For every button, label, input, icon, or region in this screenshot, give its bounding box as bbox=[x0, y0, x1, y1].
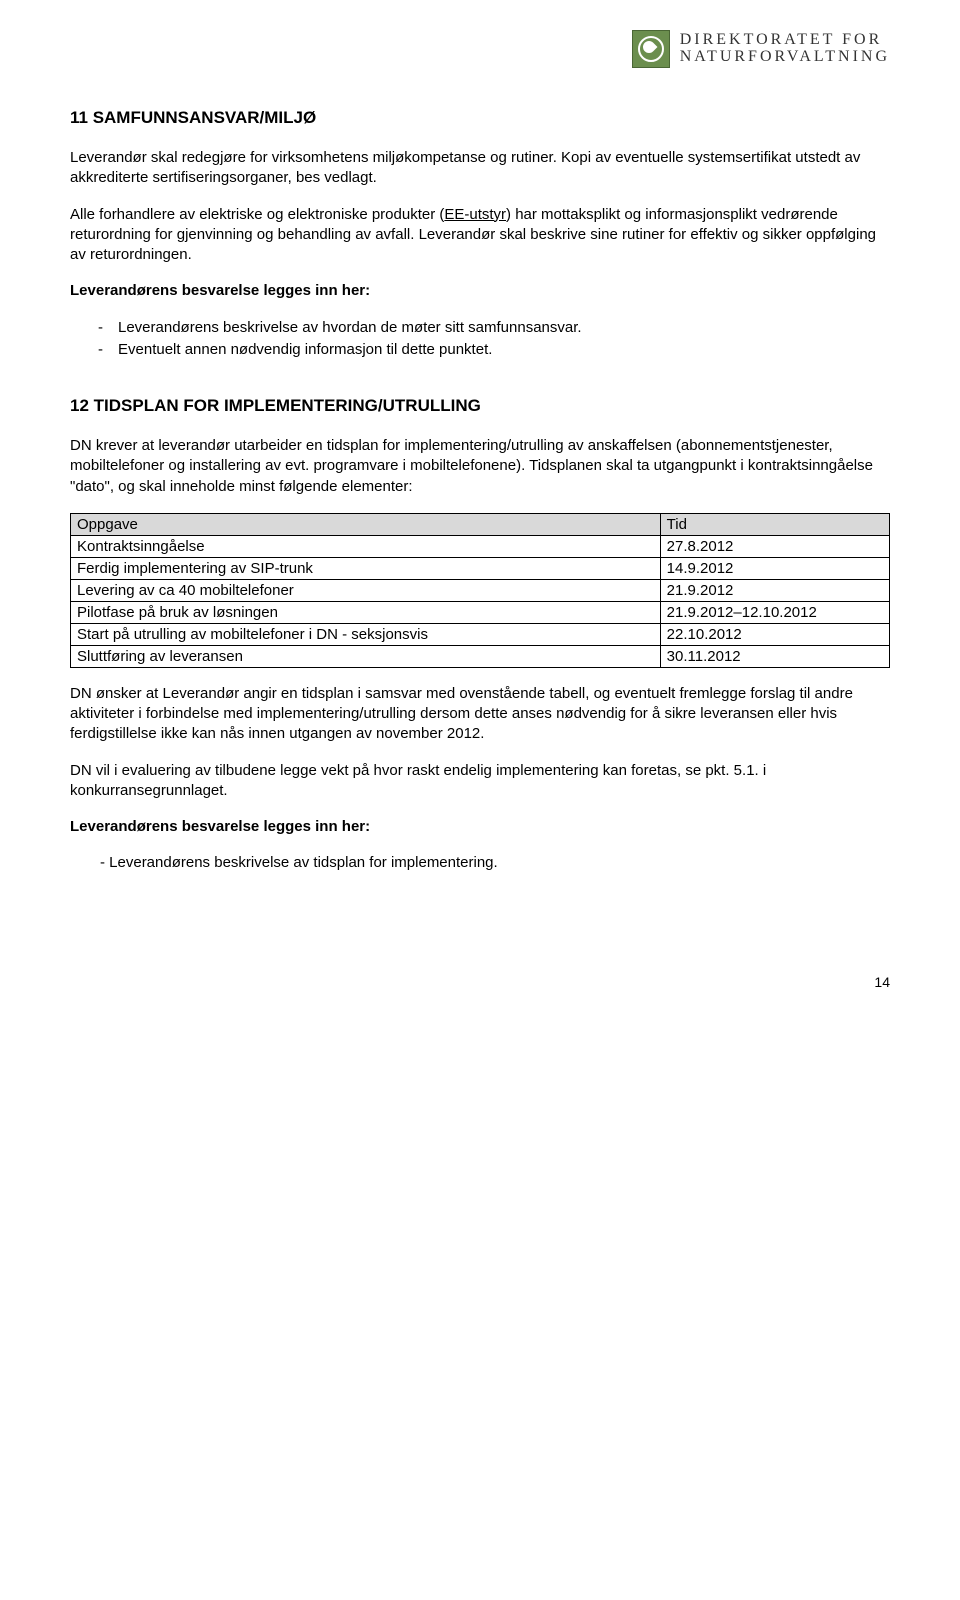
table-cell: Levering av ca 40 mobiltelefoner bbox=[71, 579, 661, 601]
table-row: Pilotfase på bruk av løsningen 21.9.2012… bbox=[71, 601, 890, 623]
table-row: Ferdig implementering av SIP-trunk 14.9.… bbox=[71, 557, 890, 579]
section-11-p1: Leverandør skal redegjøre for virksomhet… bbox=[70, 148, 890, 189]
table-header-row: Oppgave Tid bbox=[71, 513, 890, 535]
table-cell: Pilotfase på bruk av løsningen bbox=[71, 601, 661, 623]
table-header-time: Tid bbox=[660, 513, 889, 535]
document-page: DIREKTORATET FOR NATURFORVALTNING 11 SAM… bbox=[0, 0, 960, 1020]
section-12-response-label: Leverandørens besvarelse legges inn her: bbox=[70, 817, 890, 837]
section-11-response-label: Leverandørens besvarelse legges inn her: bbox=[70, 281, 890, 301]
list-item: Leverandørens beskrivelse av hvordan de … bbox=[70, 318, 890, 338]
ee-utstyr-link[interactable]: EE-utstyr bbox=[444, 206, 506, 223]
logo-text: DIREKTORATET FOR NATURFORVALTNING bbox=[680, 32, 890, 66]
table-cell: Start på utrulling av mobiltelefoner i D… bbox=[71, 623, 661, 645]
table-row: Start på utrulling av mobiltelefoner i D… bbox=[71, 623, 890, 645]
section-12-bullet: - Leverandørens beskrivelse av tidsplan … bbox=[70, 853, 890, 873]
table-row: Sluttføring av leveransen 30.11.2012 bbox=[71, 645, 890, 667]
timeline-table: Oppgave Tid Kontraktsinngåelse 27.8.2012… bbox=[70, 513, 890, 668]
table-header-task: Oppgave bbox=[71, 513, 661, 535]
section-12-heading: 12 TIDSPLAN FOR IMPLEMENTERING/UTRULLING bbox=[70, 396, 890, 416]
section-11-heading: 11 SAMFUNNSANSVAR/MILJØ bbox=[70, 108, 890, 128]
section-11-p2: Alle forhandlere av elektriske og elektr… bbox=[70, 205, 890, 266]
table-row: Levering av ca 40 mobiltelefoner 21.9.20… bbox=[71, 579, 890, 601]
table-cell: 21.9.2012 bbox=[660, 579, 889, 601]
table-cell: Sluttføring av leveransen bbox=[71, 645, 661, 667]
table-cell: Ferdig implementering av SIP-trunk bbox=[71, 557, 661, 579]
section-12-p3: DN vil i evaluering av tilbudene legge v… bbox=[70, 761, 890, 802]
logo-line2: NATURFORVALTNING bbox=[680, 49, 890, 66]
table-cell: 30.11.2012 bbox=[660, 645, 889, 667]
page-header: DIREKTORATET FOR NATURFORVALTNING bbox=[70, 30, 890, 68]
logo-line1: DIREKTORATET FOR bbox=[680, 32, 890, 49]
logo-icon bbox=[632, 30, 670, 68]
table-cell: 21.9.2012–12.10.2012 bbox=[660, 601, 889, 623]
section-12-p2: DN ønsker at Leverandør angir en tidspla… bbox=[70, 684, 890, 745]
table-cell: Kontraktsinngåelse bbox=[71, 535, 661, 557]
s11-p2-pre: Alle forhandlere av elektriske og elektr… bbox=[70, 206, 444, 223]
table-cell: 22.10.2012 bbox=[660, 623, 889, 645]
section-11-bullets: Leverandørens beskrivelse av hvordan de … bbox=[70, 318, 890, 361]
section-12-p1: DN krever at leverandør utarbeider en ti… bbox=[70, 436, 890, 497]
list-item: Eventuelt annen nødvendig informasjon ti… bbox=[70, 340, 890, 360]
table-row: Kontraktsinngåelse 27.8.2012 bbox=[71, 535, 890, 557]
page-number: 14 bbox=[70, 974, 890, 990]
table-cell: 14.9.2012 bbox=[660, 557, 889, 579]
table-cell: 27.8.2012 bbox=[660, 535, 889, 557]
